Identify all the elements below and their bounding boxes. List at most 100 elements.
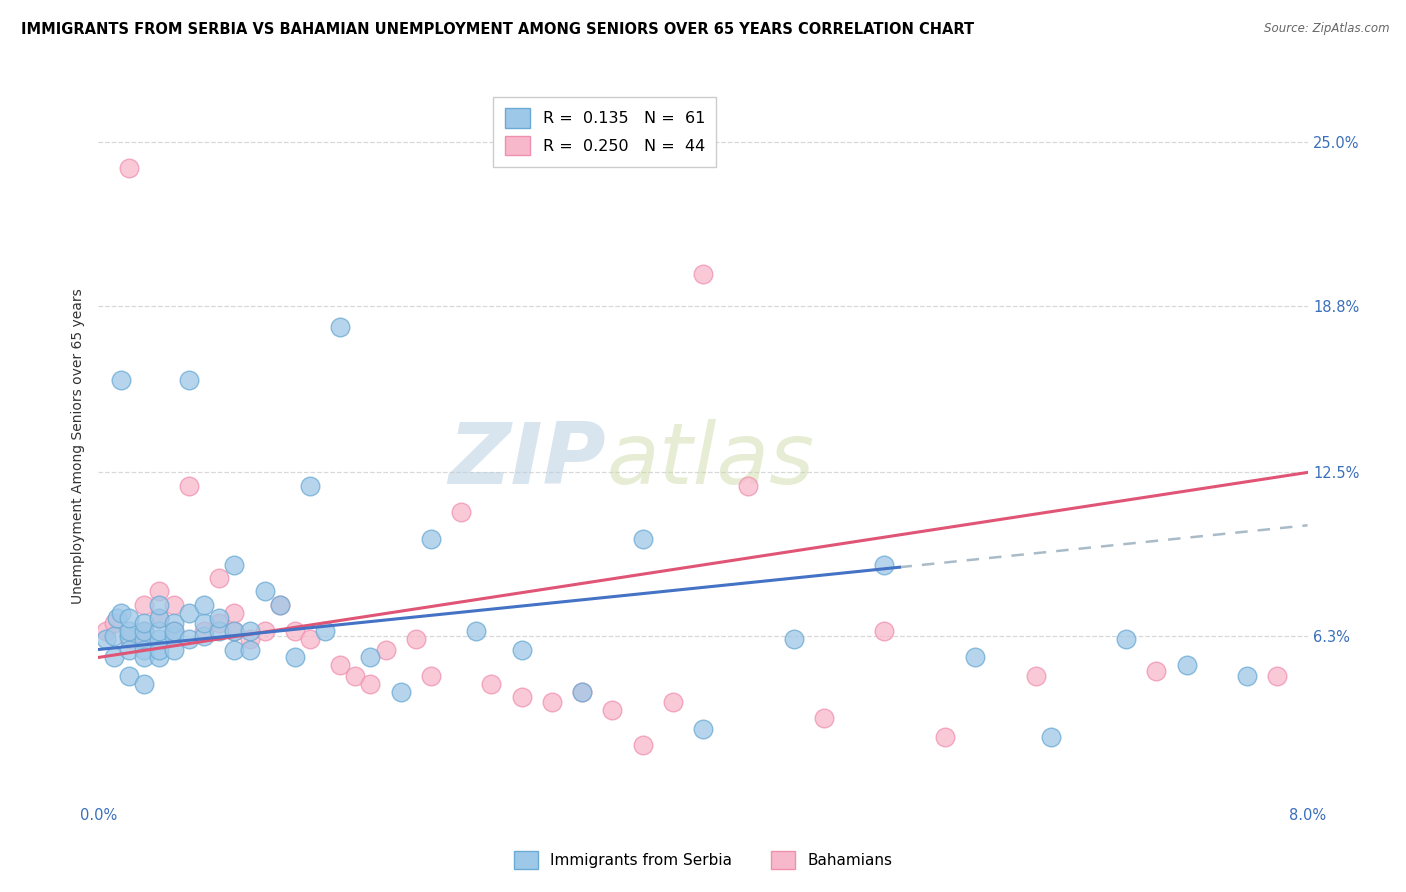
Point — [179, 606, 201, 620]
Point — [239, 642, 262, 657]
Point — [1146, 664, 1168, 678]
Point — [510, 642, 533, 657]
Point — [118, 669, 141, 683]
Point — [224, 624, 246, 638]
Point — [132, 598, 155, 612]
Point — [224, 624, 246, 638]
Point — [405, 632, 427, 646]
Point — [132, 642, 155, 657]
Point — [163, 642, 186, 657]
Point — [329, 658, 352, 673]
Point — [179, 373, 201, 387]
Point — [360, 650, 382, 665]
Point — [110, 606, 132, 620]
Point — [132, 624, 155, 638]
Point — [132, 632, 155, 646]
Point — [481, 677, 503, 691]
Point — [148, 611, 170, 625]
Point — [374, 642, 396, 657]
Point — [602, 703, 624, 717]
Point — [239, 632, 262, 646]
Point — [284, 624, 307, 638]
Point — [420, 532, 443, 546]
Point — [208, 611, 231, 625]
Point — [253, 624, 276, 638]
Point — [510, 690, 533, 704]
Point — [389, 685, 412, 699]
Point — [571, 685, 593, 699]
Point — [692, 722, 714, 736]
Point — [208, 624, 231, 638]
Point — [813, 711, 835, 725]
Point — [193, 629, 215, 643]
Point — [118, 611, 141, 625]
Point — [179, 632, 201, 646]
Point — [783, 632, 806, 646]
Text: IMMIGRANTS FROM SERBIA VS BAHAMIAN UNEMPLOYMENT AMONG SENIORS OVER 65 YEARS CORR: IMMIGRANTS FROM SERBIA VS BAHAMIAN UNEMP… — [21, 22, 974, 37]
Point — [299, 632, 322, 646]
Legend: R =  0.135   N =  61, R =  0.250   N =  44: R = 0.135 N = 61, R = 0.250 N = 44 — [494, 97, 717, 167]
Point — [148, 584, 170, 599]
Point — [329, 320, 352, 334]
Point — [224, 558, 246, 572]
Point — [118, 161, 141, 176]
Point — [965, 650, 987, 665]
Point — [1267, 669, 1289, 683]
Point — [284, 650, 307, 665]
Point — [269, 598, 291, 612]
Point — [132, 677, 155, 691]
Point — [253, 584, 276, 599]
Point — [541, 695, 564, 709]
Point — [208, 616, 231, 631]
Point — [132, 650, 155, 665]
Point — [450, 505, 472, 519]
Point — [132, 616, 155, 631]
Point — [193, 616, 215, 631]
Point — [314, 624, 336, 638]
Y-axis label: Unemployment Among Seniors over 65 years: Unemployment Among Seniors over 65 years — [72, 288, 86, 604]
Text: atlas: atlas — [606, 418, 814, 502]
Point — [662, 695, 685, 709]
Point — [1025, 669, 1047, 683]
Point — [132, 632, 155, 646]
Point — [148, 650, 170, 665]
Point — [737, 478, 759, 492]
Point — [163, 624, 186, 638]
Point — [94, 624, 117, 638]
Point — [163, 598, 186, 612]
Point — [420, 669, 443, 683]
Point — [148, 632, 170, 646]
Point — [110, 373, 132, 387]
Point — [103, 650, 125, 665]
Point — [224, 642, 246, 657]
Point — [163, 624, 186, 638]
Point — [1039, 730, 1062, 744]
Point — [873, 558, 896, 572]
Point — [132, 624, 155, 638]
Point — [360, 677, 382, 691]
Text: ZIP: ZIP — [449, 418, 606, 502]
Point — [103, 616, 125, 631]
Point — [269, 598, 291, 612]
Point — [118, 629, 141, 643]
Point — [179, 478, 201, 492]
Text: Source: ZipAtlas.com: Source: ZipAtlas.com — [1264, 22, 1389, 36]
Point — [103, 629, 125, 643]
Point — [465, 624, 488, 638]
Point — [148, 611, 170, 625]
Point — [224, 606, 246, 620]
Legend: Immigrants from Serbia, Bahamians: Immigrants from Serbia, Bahamians — [508, 845, 898, 875]
Point — [148, 598, 170, 612]
Point — [631, 738, 654, 752]
Point — [163, 629, 186, 643]
Point — [118, 624, 141, 638]
Point — [208, 571, 231, 585]
Point — [934, 730, 956, 744]
Point — [148, 624, 170, 638]
Point — [873, 624, 896, 638]
Point — [1175, 658, 1198, 673]
Point — [1115, 632, 1137, 646]
Point — [163, 616, 186, 631]
Point — [105, 611, 128, 625]
Point — [193, 598, 215, 612]
